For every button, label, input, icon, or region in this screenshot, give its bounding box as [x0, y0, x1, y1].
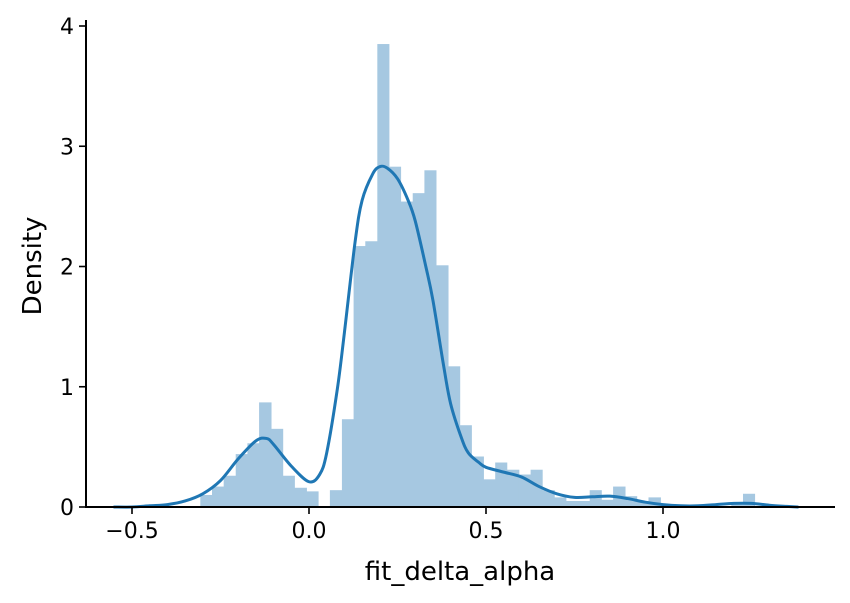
histogram-bar — [247, 443, 260, 507]
y-tick-label: 1 — [60, 376, 74, 401]
y-tick-label: 3 — [60, 135, 74, 160]
histogram-bar — [353, 246, 366, 507]
histogram-bar — [743, 493, 756, 507]
histogram-bar — [459, 425, 472, 507]
histogram-bar — [377, 44, 390, 507]
histogram-bar — [271, 428, 284, 507]
histogram-bar — [341, 419, 354, 507]
y-tick-label: 4 — [60, 15, 74, 40]
histogram-bar — [483, 479, 496, 507]
histogram-bar — [223, 475, 237, 507]
y-tick-label: 0 — [60, 496, 74, 521]
histogram-bar — [212, 486, 225, 507]
kde-density-line — [112, 164, 800, 509]
histogram-bar — [294, 487, 307, 507]
y-axis-ticks: 0 1 2 3 4 — [60, 15, 86, 521]
histogram-bar — [471, 456, 484, 507]
histogram-bar — [306, 491, 319, 507]
histogram-bar — [636, 500, 649, 507]
x-tick-label: 0.5 — [469, 519, 504, 544]
histogram-bar — [448, 366, 461, 507]
histogram-bar — [530, 469, 543, 507]
y-axis-label: Density — [18, 217, 48, 316]
histogram-bar — [731, 504, 744, 507]
y-tick-label: 2 — [60, 256, 74, 281]
histogram-bar — [329, 490, 343, 507]
x-tick-label: 0.0 — [292, 519, 327, 544]
histogram-bar — [518, 474, 531, 507]
histogram-bar — [365, 241, 378, 507]
histogram-bar — [577, 500, 591, 507]
x-axis-ticks: −0.5 0.0 0.5 1.0 — [105, 507, 681, 544]
x-axis-label: fit_delta_alpha — [365, 557, 556, 587]
histogram-bars — [200, 44, 756, 508]
histogram-bar — [259, 402, 272, 507]
histogram-bar — [412, 193, 425, 507]
histogram-bar — [282, 475, 295, 507]
histogram-bar — [389, 166, 402, 507]
histogram-bar — [424, 170, 437, 508]
histogram-bar — [589, 490, 602, 507]
histogram-bar — [400, 201, 414, 507]
histogram-bar — [601, 499, 614, 507]
x-tick-label: 1.0 — [646, 519, 681, 544]
histogram-bar — [554, 497, 567, 507]
histogram-bar — [566, 500, 579, 507]
histogram-bar — [200, 494, 213, 507]
x-tick-label: −0.5 — [105, 519, 158, 544]
histogram-bar — [235, 454, 248, 507]
histogram-bar — [506, 469, 520, 507]
histogram-bar — [436, 265, 449, 507]
histogram-bar — [542, 490, 555, 507]
histogram-bar — [625, 496, 638, 507]
